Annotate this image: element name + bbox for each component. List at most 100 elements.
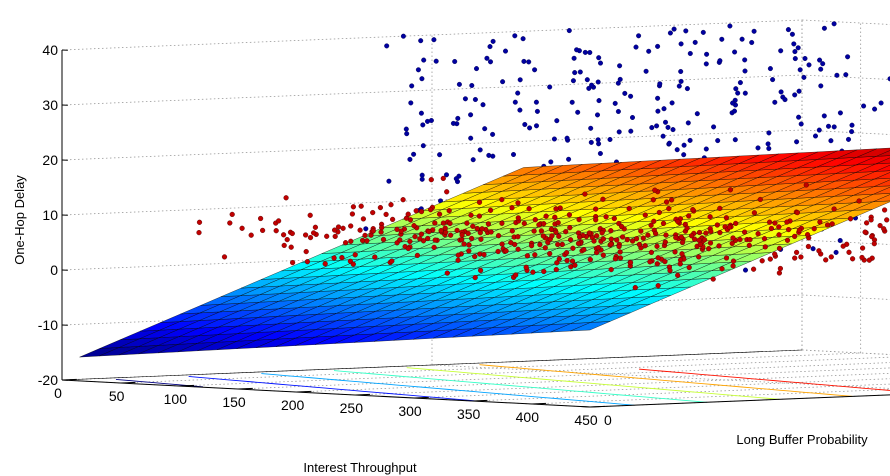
red-data-point [823,257,829,263]
red-data-point [576,234,583,240]
red-data-point [655,283,661,289]
red-data-point [470,223,476,229]
red-data-point [339,255,345,261]
blue-data-point [670,127,676,133]
blue-data-point [428,117,434,123]
red-data-point [555,220,561,226]
z-axis-title: One-Hop Delay [12,175,27,265]
z-tick-label: 30 [42,97,58,113]
red-data-point [343,240,349,246]
red-data-point [772,220,778,226]
red-data-point [651,218,657,224]
red-data-point [849,256,856,262]
red-data-point [751,210,758,216]
red-data-point [627,260,634,266]
red-data-point [499,197,505,203]
red-data-point [485,221,492,227]
blue-data-point [503,48,509,54]
blue-data-point [837,110,843,116]
red-data-point [440,220,447,226]
red-data-point [437,211,443,217]
plane-facet [856,147,890,158]
red-data-point [307,212,313,218]
blue-data-point [681,142,687,148]
red-data-point [811,226,817,232]
blue-data-point [636,33,642,39]
blue-data-point [512,33,518,39]
blue-data-point [861,103,867,109]
red-data-point [418,209,425,215]
blue-data-point [520,36,526,42]
red-data-point [572,262,578,268]
red-data-point [686,264,692,271]
blue-data-point [404,131,410,137]
red-data-point [281,242,287,249]
red-data-point [654,261,660,267]
blue-data-point [551,136,557,142]
red-data-point [666,206,672,212]
blue-data-point [584,77,590,83]
blue-data-point [532,67,538,73]
x-tick-mark [589,405,605,408]
red-data-point [515,200,521,206]
blue-data-point [831,124,837,130]
red-data-point [729,240,735,247]
red-data-point [717,205,723,212]
blue-data-point [468,112,474,118]
x-tick-label: 300 [398,403,422,419]
red-data-point [690,207,696,213]
contour-line [188,376,475,402]
red-data-point [776,270,783,276]
x-axis-line [61,379,591,408]
red-data-point [766,219,773,225]
red-data-point [390,216,396,223]
red-data-point [258,215,264,222]
blue-data-point [661,106,667,112]
left-floor-edge [61,349,803,381]
z-tick-labels: -20 -10 0 10 20 30 40 [38,42,58,388]
red-data-point [431,244,437,251]
red-data-point [466,248,472,254]
z-tick-label: -20 [38,372,58,388]
red-data-point [536,222,542,228]
y-axis-line [589,394,890,408]
blue-data-point [810,246,816,252]
red-data-point [260,227,266,234]
red-data-point [499,220,505,226]
blue-data-point [566,156,572,162]
blue-data-point [703,146,709,152]
red-data-point [792,255,798,261]
floor-grid-line [531,389,890,405]
red-data-point [593,217,599,223]
red-data-point [677,261,683,267]
red-data-point [469,235,475,242]
red-data-point [290,260,296,266]
plane-facet [873,187,890,195]
red-data-point [866,257,872,263]
blue-data-point [845,54,851,60]
red-data-point [717,230,723,236]
blue-data-point [816,127,822,133]
red-data-point [624,237,630,243]
red-data-point [600,196,606,202]
red-data-point [656,209,662,216]
red-data-point [377,205,384,211]
red-data-point [227,220,233,226]
red-data-point [791,233,798,240]
red-data-point [761,236,768,242]
x-axis-title: Interest Throughput [303,460,417,475]
red-data-point [322,261,328,267]
blue-data-point [755,145,761,151]
red-data-point [556,233,562,239]
red-data-point [747,237,753,243]
blue-data-point [486,152,492,158]
blue-data-point [598,60,604,66]
blue-data-point [766,130,772,136]
back-wall-grid-line [801,294,890,300]
blue-data-point [487,44,493,50]
red-data-point [495,248,501,255]
red-data-point [750,266,757,272]
red-data-point [708,228,714,235]
blue-data-point [515,90,521,96]
blue-data-point [437,152,443,158]
